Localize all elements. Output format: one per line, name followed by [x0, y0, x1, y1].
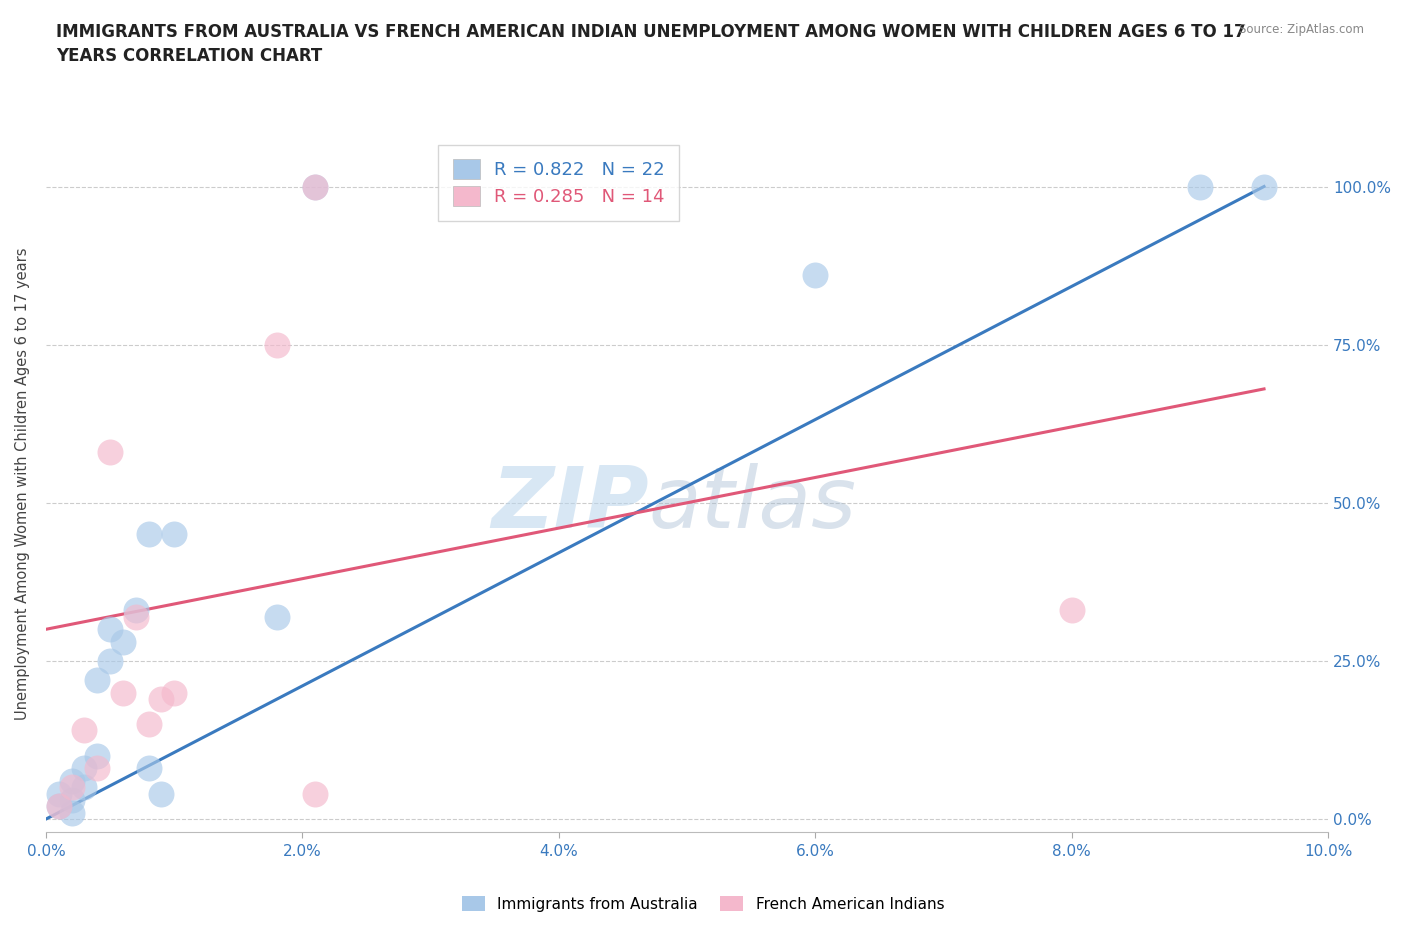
Point: [60, 774, 83, 789]
Point: [266, 338, 288, 352]
Point: [163, 685, 186, 700]
Point: [86, 749, 108, 764]
Point: [138, 761, 160, 776]
Point: [304, 179, 326, 194]
Point: [1253, 179, 1275, 194]
Legend: R = 0.822   N = 22, R = 0.285   N = 14: R = 0.822 N = 22, R = 0.285 N = 14: [439, 145, 679, 220]
Point: [73, 761, 96, 776]
Point: [138, 717, 160, 732]
Point: [60, 780, 83, 795]
Point: [111, 634, 134, 649]
Point: [48, 799, 70, 814]
Point: [125, 609, 148, 624]
Legend: Immigrants from Australia, French American Indians: Immigrants from Australia, French Americ…: [456, 889, 950, 918]
Point: [804, 268, 827, 283]
Point: [304, 179, 326, 194]
Point: [163, 527, 186, 542]
Point: [86, 761, 108, 776]
Point: [86, 672, 108, 687]
Point: [138, 527, 160, 542]
Point: [98, 654, 121, 669]
Text: atlas: atlas: [648, 463, 856, 546]
Y-axis label: Unemployment Among Women with Children Ages 6 to 17 years: Unemployment Among Women with Children A…: [15, 247, 30, 720]
Point: [48, 786, 70, 801]
Point: [98, 445, 121, 459]
Text: IMMIGRANTS FROM AUSTRALIA VS FRENCH AMERICAN INDIAN UNEMPLOYMENT AMONG WOMEN WIT: IMMIGRANTS FROM AUSTRALIA VS FRENCH AMER…: [56, 23, 1246, 65]
Point: [98, 622, 121, 637]
Text: Source: ZipAtlas.com: Source: ZipAtlas.com: [1239, 23, 1364, 36]
Text: ZIP: ZIP: [491, 463, 648, 546]
Point: [111, 685, 134, 700]
Point: [60, 805, 83, 820]
Point: [125, 603, 148, 618]
Point: [48, 799, 70, 814]
Point: [1060, 603, 1083, 618]
Point: [266, 609, 288, 624]
Point: [60, 792, 83, 807]
Point: [1188, 179, 1211, 194]
Point: [150, 691, 173, 706]
Point: [73, 780, 96, 795]
Point: [150, 786, 173, 801]
Point: [304, 786, 326, 801]
Point: [73, 723, 96, 737]
